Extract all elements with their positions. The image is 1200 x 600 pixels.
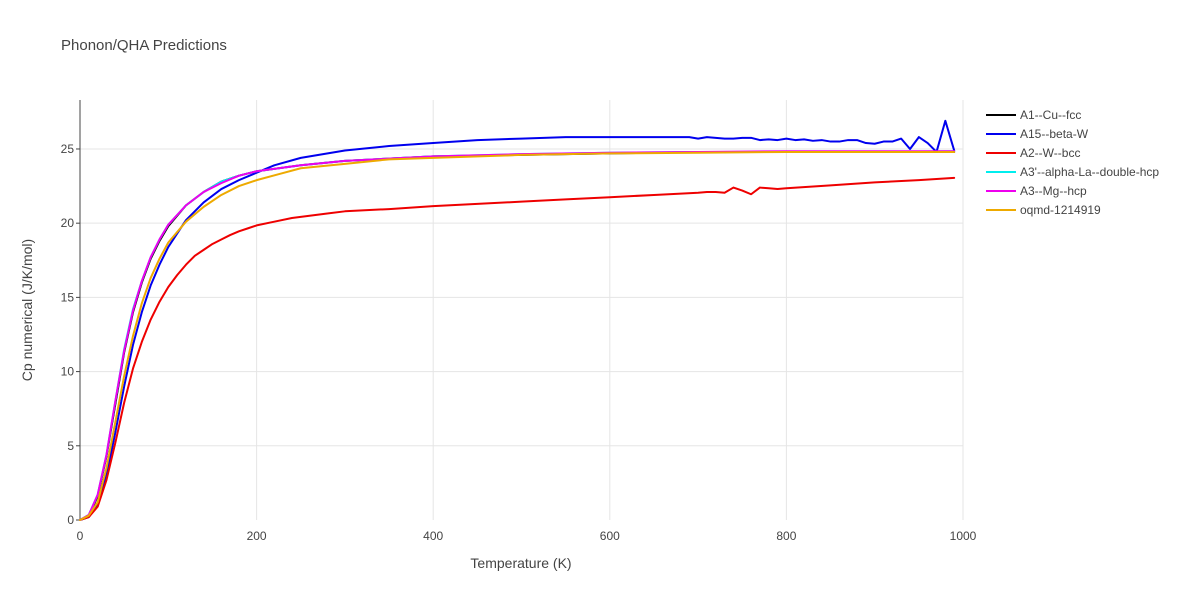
axes: 0 200 400 600 800 1000 0 5 10 15 20 25 [61,100,977,543]
legend-item[interactable]: oqmd-1214919 [986,203,1101,217]
legend-item[interactable]: A3--Mg--hcp [986,184,1087,198]
legend-item[interactable]: A3'--alpha-La--double-hcp [986,165,1159,179]
legend-item[interactable]: A1--Cu--fcc [986,108,1081,122]
y-tick-label: 15 [61,290,75,304]
y-tick-label: 10 [61,365,75,379]
x-tick-label: 800 [776,529,796,543]
legend: A1--Cu--fcc A15--beta-W A2--W--bcc A3'--alp… [986,108,1159,217]
legend-label: oqmd-1214919 [1020,203,1101,217]
series-line-oqmd-1214919 [79,150,956,521]
y-tick-label: 25 [61,142,75,156]
legend-label: A3'--alpha-La--double-hcp [1020,165,1159,179]
y-axis-title: Cp numerical (J/K/mol) [19,239,35,381]
y-tick-label: 5 [67,439,74,453]
legend-item[interactable]: A15--beta-W [986,127,1089,141]
x-tick-label: 0 [77,529,84,543]
series-line-a2-w-bcc [79,176,956,521]
x-axis-title: Temperature (K) [470,555,571,571]
legend-item[interactable]: A2--W--bcc [986,146,1080,160]
series-lines [79,119,956,521]
x-tick-label: 200 [247,529,267,543]
legend-label: A3--Mg--hcp [1020,184,1087,198]
y-tick-label: 0 [67,513,74,527]
y-tick-label: 20 [61,216,75,230]
legend-label: A15--beta-W [1020,127,1089,141]
chart-title: Phonon/QHA Predictions [61,37,227,54]
x-tick-label: 400 [423,529,443,543]
x-tick-label: 600 [600,529,620,543]
legend-label: A2--W--bcc [1020,146,1080,160]
series-line-a15-beta-w [79,119,956,521]
legend-label: A1--Cu--fcc [1020,108,1081,122]
x-tick-label: 1000 [950,529,977,543]
grid [80,100,964,520]
